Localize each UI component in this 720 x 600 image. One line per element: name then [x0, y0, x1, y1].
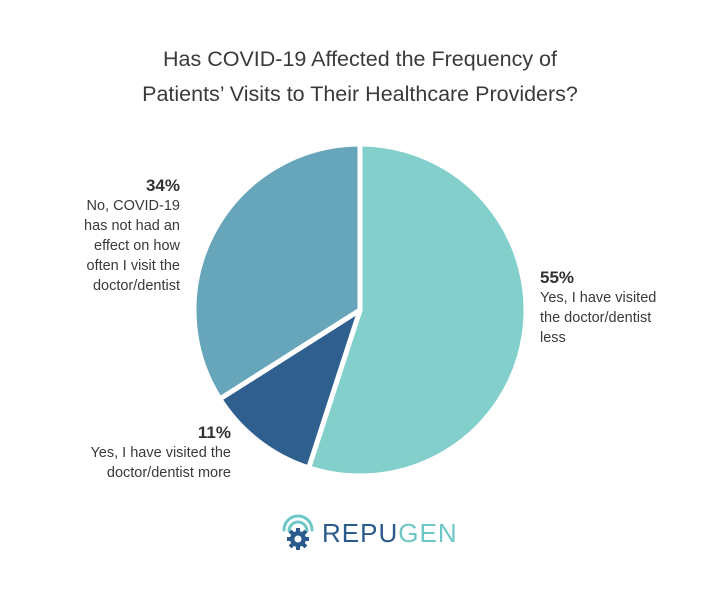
pie-slice-more	[217, 307, 363, 471]
logo-text-repu: REPU	[322, 518, 399, 548]
slice-text-more-1: Yes, I have visited the	[90, 445, 231, 461]
pie-slice-less	[306, 141, 529, 479]
slice-label-less: 55% Yes, I have visited the doctor/denti…	[540, 267, 656, 348]
slice-pct-more: 11%	[197, 423, 231, 442]
chart-title: Has COVID-19 Affected the Frequency of P…	[0, 42, 720, 112]
slice-text-no-effect-5: doctor/dentist	[92, 278, 180, 294]
repugen-logo: REPUGEN	[276, 510, 457, 554]
logo-text-gen: GEN	[398, 518, 458, 548]
logo-wordmark: REPUGEN	[322, 518, 458, 549]
slice-pct-no-effect: 34%	[145, 176, 180, 195]
slice-text-less-3: less	[540, 330, 566, 346]
slice-text-less-2: the doctor/dentist	[540, 310, 652, 326]
slice-text-more-2: doctor/dentist more	[106, 465, 231, 481]
slice-text-no-effect-4: often I visit the	[86, 258, 181, 274]
slice-text-no-effect-2: has not had an	[84, 218, 180, 234]
slice-label-more: 11% Yes, I have visited the doctor/denti…	[90, 422, 231, 483]
chart-title-line-2: Patients’ Visits to Their Healthcare Pro…	[142, 82, 578, 106]
slice-label-no-effect: 34% No, COVID-19 has not had an effect o…	[84, 175, 180, 296]
repugen-gear-signal-icon	[282, 514, 314, 550]
slice-text-no-effect-3: effect on how	[94, 238, 180, 254]
slice-pct-less: 55%	[540, 268, 575, 287]
slice-text-less-1: Yes, I have visited	[540, 290, 657, 306]
pie-slice-no-effect	[191, 141, 363, 402]
slice-text-no-effect-1: No, COVID-19	[86, 198, 180, 214]
chart-title-line-1: Has COVID-19 Affected the Frequency of	[163, 47, 557, 71]
